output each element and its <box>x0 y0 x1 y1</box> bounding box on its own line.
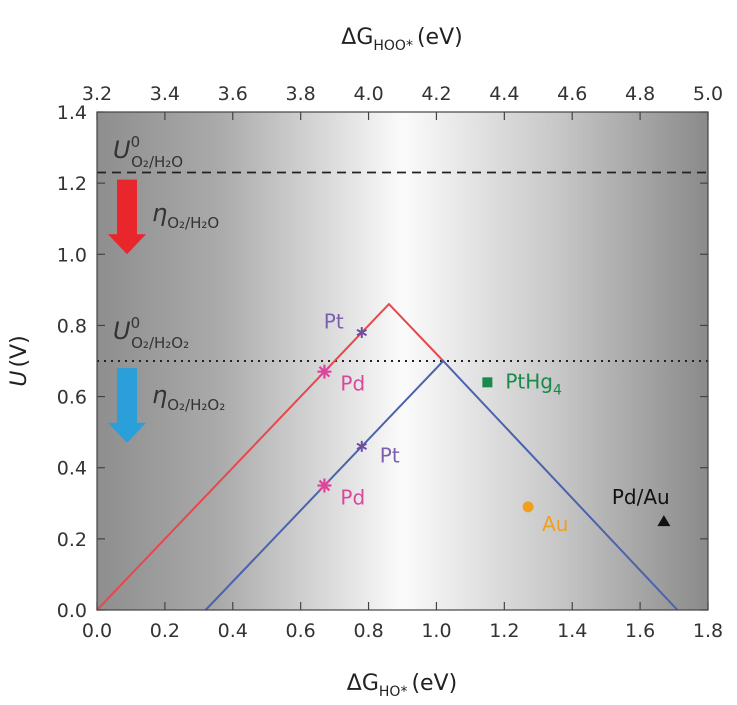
point-6-label: Pd/Au <box>612 485 670 509</box>
point-layer: Pt Pt Pd Pd PtHg4 Au Pd/Au <box>317 310 671 536</box>
x2-tick-label-5: 4.2 <box>421 83 451 105</box>
y-tick-label-4: 0.8 <box>57 315 87 337</box>
u0-o2-h2o-label: U0 O₂/H₂O <box>113 133 183 171</box>
overpotential-arrow-1 <box>108 368 146 443</box>
point-5-marker <box>522 501 534 513</box>
x-tick-label-1: 0.2 <box>150 620 180 642</box>
point-6: Pd/Au <box>612 485 671 527</box>
arrow-layer <box>108 179 146 443</box>
point-3: Pd <box>317 478 365 510</box>
y-tick-label-7: 1.4 <box>57 102 87 124</box>
x-tick-label-3: 0.6 <box>286 620 316 642</box>
point-4-marker <box>482 377 493 388</box>
point-3-label: Pd <box>340 486 365 510</box>
plot-background <box>97 112 708 610</box>
series-line-1 <box>204 359 679 611</box>
reference-lines <box>97 171 708 362</box>
point-4-label: PtHg4 <box>505 369 562 398</box>
y-tick-label-2: 0.4 <box>57 458 87 480</box>
x2-tick-label-0: 3.2 <box>82 83 112 105</box>
point-2: Pd <box>317 364 365 396</box>
x2-tick-label-1: 3.4 <box>150 83 180 105</box>
point-5-label: Au <box>542 512 568 536</box>
tick-layer: 0.0 0.2 0.4 0.6 0.8 1.0 1.2 1.4 1.6 1.8 3.2 3.4 3.6 3… <box>57 83 723 642</box>
x2-axis-title: ΔGHOO* (eV) <box>341 25 462 54</box>
x-tick-label-6: 1.2 <box>489 620 519 642</box>
series-line-0 <box>96 302 444 611</box>
point-1: Pt <box>356 440 400 467</box>
x2-tick-label-7: 4.6 <box>557 83 587 105</box>
x2-tick-label-6: 4.4 <box>489 83 519 105</box>
series-layer <box>96 302 679 611</box>
point-4: PtHg4 <box>482 369 562 398</box>
point-5: Au <box>522 501 568 536</box>
point-3-marker-stroke-3 <box>318 479 331 492</box>
point-6-marker <box>657 515 671 527</box>
plot-frame <box>96 111 709 611</box>
x2-tick-label-4: 4.0 <box>353 83 383 105</box>
eta-o2-h2o2-label: ηO₂/H₂O₂ <box>152 381 225 414</box>
x2-tick-label-8: 4.8 <box>625 83 655 105</box>
x2-tick-label-2: 3.6 <box>218 83 248 105</box>
u0-o2-h2o2-label: U0 O₂/H₂O₂ <box>113 314 189 352</box>
x-tick-label-5: 1.0 <box>421 620 451 642</box>
point-2-marker-stroke-3 <box>318 365 331 378</box>
y-tick-label-3: 0.6 <box>57 387 87 409</box>
reference-labels: U0 O₂/H₂O U0 O₂/H₂O₂ ηO₂/H₂O ηO₂/H₂O₂ <box>113 133 225 414</box>
x2-tick-label-9: 5.0 <box>693 83 723 105</box>
y-tick-label-6: 1.2 <box>57 173 87 195</box>
point-0: Pt <box>324 310 368 339</box>
x-tick-label-9: 1.8 <box>693 620 723 642</box>
x-tick-label-2: 0.4 <box>218 620 248 642</box>
x-tick-label-0: 0.0 <box>82 620 112 642</box>
x-tick-label-8: 1.6 <box>625 620 655 642</box>
y-tick-label-0: 0.0 <box>57 600 87 622</box>
y-tick-label-5: 1.0 <box>57 244 87 266</box>
overpotential-arrow-0 <box>108 179 146 255</box>
y-axis-title: U(V) <box>7 335 32 386</box>
point-0-marker-stroke-2 <box>356 328 368 337</box>
x2-tick-label-3: 3.8 <box>286 83 316 105</box>
y-tick-label-1: 0.2 <box>57 529 87 551</box>
point-0-label: Pt <box>324 310 344 334</box>
axis-titles: ΔGHO* (eV) ΔGHOO* (eV) U(V) <box>7 25 463 700</box>
x-tick-label-4: 0.8 <box>353 620 383 642</box>
point-1-marker-stroke-2 <box>356 442 368 450</box>
point-2-label: Pd <box>340 372 365 396</box>
x-tick-label-7: 1.4 <box>557 620 587 642</box>
x-axis-title: ΔGHO* (eV) <box>347 671 457 700</box>
eta-o2-h2o-label: ηO₂/H₂O <box>152 199 219 232</box>
point-1-label: Pt <box>380 443 400 467</box>
